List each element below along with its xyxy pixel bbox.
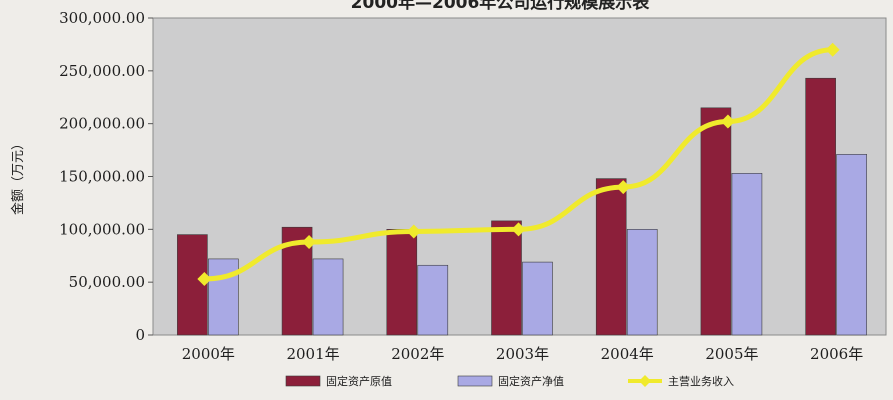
bar-net-value [731,173,763,336]
x-tick-label: 2005年 [705,345,758,363]
legend: 固定资产原值 固定资产净值 主营业务收入 [285,374,734,388]
y-tick-label: 300,000.00 [59,9,145,27]
revenue-line-marker [720,114,735,129]
y-tick-label: 200,000.00 [59,115,145,133]
x-tick-label: 2006年 [810,345,863,363]
revenue-line-marker [511,222,526,237]
bar-net-value [522,261,553,336]
revenue-line-marker [616,180,631,195]
legend-marker [639,375,651,387]
x-tick-label: 2002年 [391,345,444,363]
revenue-line [197,42,840,286]
x-tick-label: 2004年 [601,345,654,363]
bar-net-value [836,154,867,336]
revenue-line-marker [302,235,317,250]
x-tick-label: 2000年 [182,345,235,363]
bars [177,77,867,336]
y-tick-label: 50,000.00 [69,273,145,291]
y-tick-label: 250,000.00 [59,62,145,80]
bar-net-value [312,258,344,336]
legend-swatch [457,375,493,387]
legend-label: 固定资产净值 [498,374,564,388]
revenue-line-marker [825,42,840,57]
y-ticks: 0 50,000.00 100,000.00 150,000.00 200,000.00… [59,9,153,344]
x-tick-label: 2003年 [496,345,549,363]
bar-gross-value [805,77,836,336]
revenue-line-marker [406,224,421,239]
bar-gross-value [700,107,732,336]
y-tick-label: 100,000.00 [59,220,145,238]
chart-title: 2000年—2006年公司运行规模展示表 [351,0,651,13]
y-tick-label: 0 [135,326,145,344]
bar-net-value [417,264,449,336]
legend-label: 固定资产原值 [326,374,392,388]
bar-gross-value [491,220,522,336]
legend-label: 主营业务收入 [668,374,734,388]
y-tick-label: 150,000.00 [59,168,145,186]
x-ticks: 2000年 2001年 2002年 2003年 2004年 2005年 2006年 [182,345,863,363]
y-axis-label-group: 金额（万元） [10,137,26,215]
bar-gross-value [386,229,418,336]
bar-net-value [208,258,239,336]
revenue-line-marker [197,271,212,286]
y-axis-label: 金额（万元） [10,137,26,215]
bar-gross-value [595,178,627,336]
bar-net-value [626,229,658,336]
bar-gross-value [177,234,208,336]
legend-swatch [285,375,321,387]
x-tick-label: 2001年 [286,345,339,363]
